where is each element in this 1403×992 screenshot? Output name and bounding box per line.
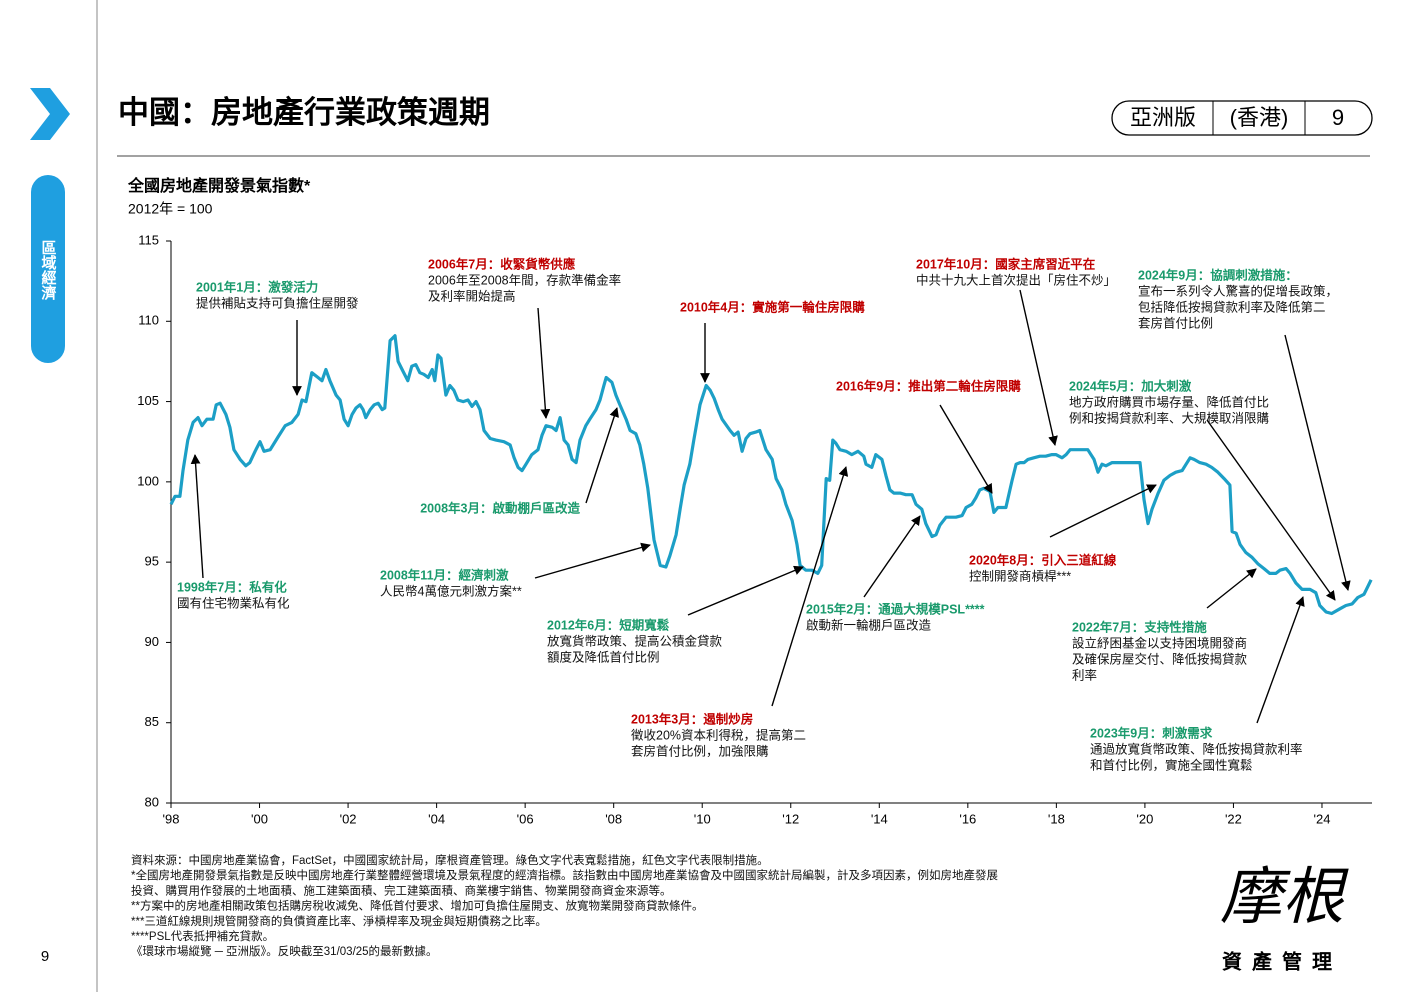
footnote: ****PSL代表抵押補充貸款。: [131, 929, 274, 943]
annotation-text: 額度及降低首付比例: [547, 649, 660, 664]
annotation-text: 中共十九大上首次提出「房住不炒」: [916, 272, 1116, 287]
y-tick-label: 115: [138, 232, 159, 247]
annotation-text: 及確保房屋交付、降低按揭貸款: [1072, 651, 1248, 666]
annotation-title: 2008年3月：啟動棚戶區改造: [420, 500, 580, 515]
annotation-title: 2024年5月：加大刺激: [1069, 378, 1192, 393]
footnote: 投資、購買用作發展的土地面積、施工建築面積、完工建築面積、商業樓宇銷售、物業開發…: [131, 883, 672, 897]
annotation-title: 2016年9月：推出第二輪住房限購: [836, 378, 1021, 393]
x-tick-label: '02: [340, 811, 357, 826]
annotation-title: 2022年7月：支持性措施: [1072, 619, 1207, 634]
annotation-text: 地方政府購買市場存量、降低首付比: [1069, 394, 1269, 409]
annotation-text: 宣布一系列令人驚喜的促增長政策，: [1138, 283, 1338, 298]
page-number: 9: [41, 948, 49, 965]
annotation-arrow: [1206, 419, 1336, 601]
annotation-text: 利率: [1072, 667, 1097, 682]
header-tag: [1111, 100, 1373, 136]
logo-main: 摩根: [1220, 860, 1349, 933]
footnote: *全國房地產開發景氣指數是反映中國房地產行業整體經營環境及景氣程度的經濟指標。該…: [131, 868, 998, 882]
annotation-text: 包括降低按揭貸款利率及降低第二: [1138, 299, 1326, 314]
annotation-title: 2023年9月：刺激需求: [1090, 725, 1213, 740]
annotation-title: 2010年4月：實施第一輪住房限購: [680, 299, 865, 314]
x-tick-label: '10: [694, 811, 711, 826]
annotation-title: 2015年2月：通過大規模PSL****: [806, 601, 985, 616]
chart: 80 85 90 95 100 105 110 115 '98 '00 '02 '04 '06 '08 '1…: [137, 232, 1373, 826]
index-line: [169, 334, 1373, 616]
annotation-text: 設立紓困基金以支持困境開發商: [1072, 635, 1247, 650]
x-tick-label: '16: [959, 811, 976, 826]
annotation-text: 徵收20%資本利得稅，提高第二: [631, 727, 806, 742]
chart-title: 全國房地產開發景氣指數*: [127, 176, 311, 195]
sidebar-label: 區域經濟: [40, 240, 57, 301]
annotation-text: 放寬貨幣政策、提高公積金貸款: [547, 633, 723, 648]
footnote: ***三道紅線規則規管開發商的負債資產比率、淨槓桿率及現金與短期債務之比率。: [131, 914, 547, 928]
annotation-text: 國有住宅物業私有化: [177, 595, 290, 610]
annotation-arrow: [1206, 568, 1257, 609]
annotation-text: 控制開發商槓桿***: [969, 568, 1071, 583]
annotation-title: 2012年6月：短期寬鬆: [547, 617, 670, 632]
annotation-title: 2020年8月：引入三道紅線: [969, 552, 1117, 567]
annotation-text: 2006年至2008年間，存款準備金率: [428, 272, 621, 287]
annotation-arrow: [537, 307, 551, 419]
annotation-arrow: [863, 515, 921, 598]
x-tick-label: '00: [251, 811, 268, 826]
y-tick-label: 80: [145, 794, 159, 809]
y-tick-label: 105: [137, 393, 159, 408]
x-tick-label: '08: [605, 811, 622, 826]
annotation-arrow: [534, 542, 651, 579]
annotation-arrow: [687, 565, 804, 616]
annotation-title: 2017年10月：國家主席習近平在: [916, 256, 1095, 271]
annotation-title: 2024年9月：協調刺激措施：: [1138, 267, 1298, 282]
annotation-title: 2006年7月：收緊貨幣供應: [428, 256, 576, 271]
edition: 亞洲版: [1130, 105, 1196, 130]
annotation-arrow: [939, 404, 993, 494]
region: (香港): [1230, 105, 1289, 130]
footnotes: 資料來源：中國房地產業協會，FactSet，中國國家統計局，摩根資產管理。綠色文…: [131, 853, 998, 958]
footnote: **方案中的房地產相關政策包括購房稅收減免、降低首付要求、增加可負擔住屋開支、放…: [131, 899, 703, 913]
annotation-text: 通過放寬貨幣政策、降低按揭貸款利率: [1090, 741, 1303, 756]
annotation-text: 啟動新一輪棚戶區改造: [806, 617, 932, 632]
annotation-text: 套房首付比例，加強限購: [631, 743, 769, 758]
annotation-arrow: [771, 466, 849, 707]
x-tick-label: '22: [1225, 811, 1242, 826]
annotation-arrow: [190, 454, 204, 579]
chevron-icon: [30, 88, 70, 140]
annotation-text: 提供補貼支持可負擔住屋開發: [196, 295, 359, 310]
x-tick-label: '12: [782, 811, 799, 826]
x-tick-label: '24: [1314, 811, 1331, 826]
x-tick-label: '98: [163, 811, 180, 826]
x-tick-label: '18: [1048, 811, 1065, 826]
annotation-title: 2001年1月：激發活力: [196, 279, 318, 294]
annotation-text: 和首付比例，實施全國性寬鬆: [1090, 757, 1253, 772]
page-title: 中國：房地產行業政策週期: [118, 95, 490, 130]
annotation-arrow: [1256, 596, 1305, 724]
x-tick-label: '20: [1136, 811, 1153, 826]
x-tick-label: '04: [428, 811, 445, 826]
annotation-arrow: [1284, 334, 1351, 591]
y-tick-label: 100: [137, 473, 159, 488]
annotation-arrow: [1019, 289, 1058, 446]
x-tick-label: '14: [871, 811, 888, 826]
annotation-text: 例和按揭貸款利率、大規模取消限購: [1069, 410, 1269, 425]
annotation-title: 1998年7月：私有化: [177, 579, 287, 594]
y-tick-label: 110: [138, 313, 159, 328]
logo-sub: 資產管理: [1222, 949, 1342, 973]
annotation-arrow: [1049, 484, 1157, 538]
y-tick-label: 85: [145, 714, 159, 729]
annotation-arrow: [585, 407, 619, 504]
annotation-title: 2013年3月：遏制炒房: [631, 711, 753, 726]
footnote: 資料來源：中國房地產業協會，FactSet，中國國家統計局，摩根資產管理。綠色文…: [131, 853, 769, 867]
x-tick-label: '06: [517, 811, 534, 826]
y-tick-label: 95: [145, 554, 159, 569]
annotation-text: 及利率開始提高: [428, 288, 516, 303]
chart-subtitle: 2012年 = 100: [128, 201, 213, 217]
footnote: 《環球市場縱覽 ─ 亞洲版》。反映截至31/03/25的最新數據。: [131, 944, 438, 958]
annotation-text: 人民幣4萬億元刺激方案**: [380, 583, 522, 598]
y-tick-label: 90: [145, 634, 159, 649]
sidebar-pill: [31, 175, 65, 363]
annotation-text: 套房首付比例: [1138, 315, 1213, 330]
annotation-title: 2008年11月：經濟刺激: [380, 567, 509, 582]
header-page: 9: [1332, 105, 1344, 130]
